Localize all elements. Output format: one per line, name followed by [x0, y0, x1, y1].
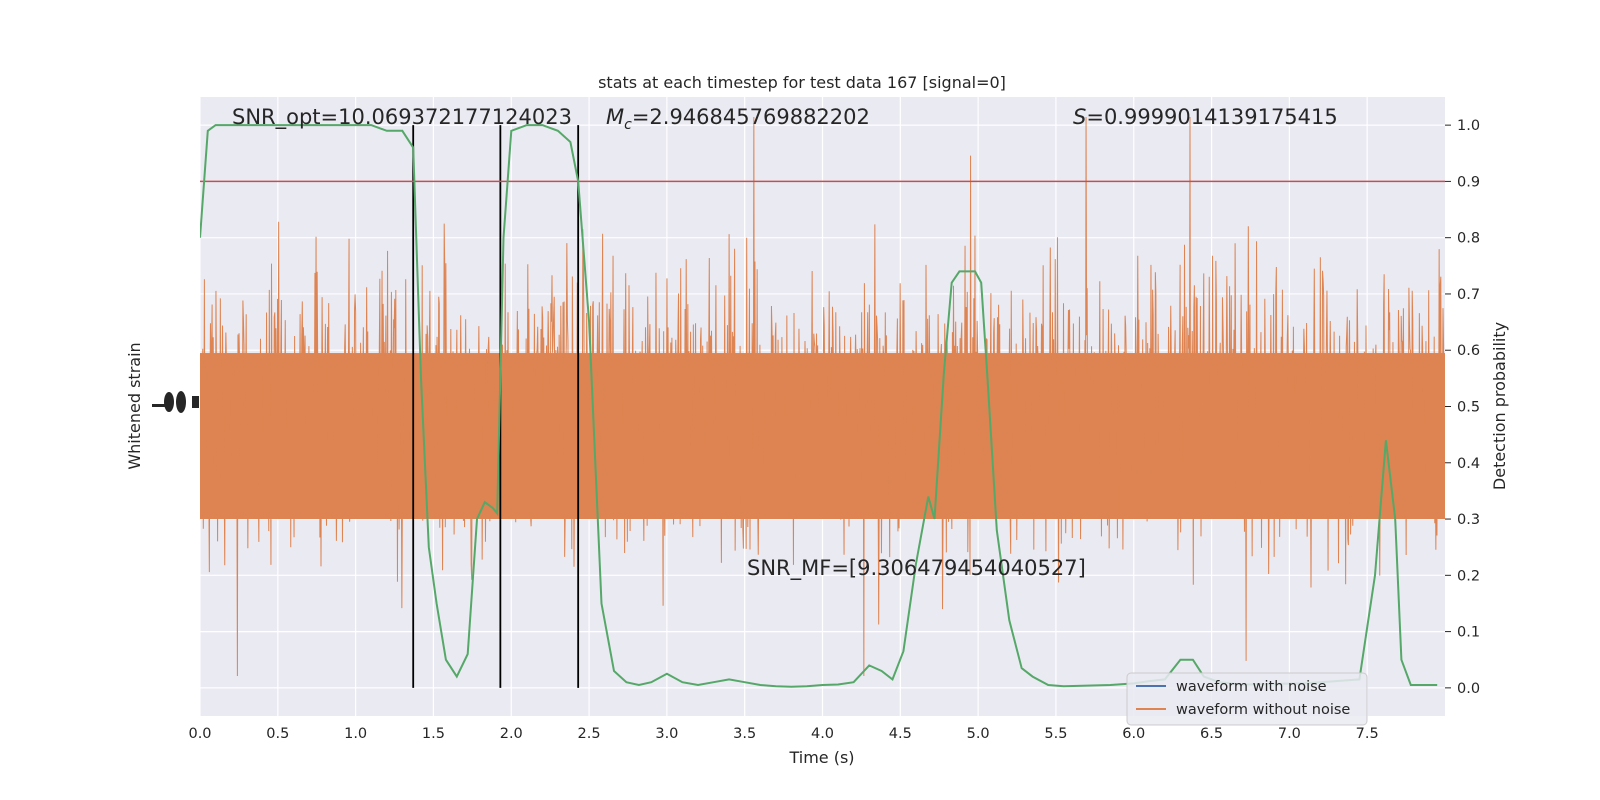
s-symbol: S — [1073, 105, 1086, 129]
legend-box — [1126, 672, 1368, 726]
x-tick-label: 0.0 — [188, 726, 211, 742]
chirp-mass-symbol: M — [606, 105, 624, 129]
x-tick-label: 2.0 — [500, 726, 523, 742]
x-tick-label: 1.5 — [422, 726, 445, 742]
legend-label-noise: waveform with noise — [1176, 679, 1327, 695]
x-tick-label: 2.5 — [578, 726, 601, 742]
y-tick-label: 0.3 — [1457, 512, 1480, 528]
y-tick-label: 0.1 — [1457, 625, 1480, 641]
y-tick-label: 0.0 — [1457, 681, 1480, 697]
strain-noise-trace — [200, 116, 1445, 677]
x-tick-label: 7.5 — [1356, 726, 1379, 742]
y-tick-label: 1.0 — [1457, 118, 1480, 134]
left-y-axis-label: Whitened strain — [125, 342, 144, 469]
x-ticks: 0.0 0.5 1.0 1.5 2.0 2.5 3.0 3.5 4.0 4.5 5.0 5.5 6.0 6… — [188, 726, 1378, 742]
x-tick-label: 6.5 — [1200, 726, 1223, 742]
snr-mf-annotation: SNR_MF=[9.306479454040527] — [747, 556, 1086, 581]
x-tick-label: 7.0 — [1278, 726, 1301, 742]
right-y-ticks: 0.0 0.1 0.2 0.3 0.4 0.5 0.6 0.7 0.8 0.9 1.0 — [1445, 118, 1480, 697]
chirp-mass-annotation: Mc=2.946845769882202 — [606, 105, 870, 133]
y-tick-label: 0.2 — [1457, 568, 1480, 584]
legend-label-clean: waveform without noise — [1176, 702, 1350, 718]
strain-trace — [200, 116, 1445, 677]
x-tick-label: 6.0 — [1122, 726, 1145, 742]
y-tick-label: 0.6 — [1457, 343, 1480, 359]
y-tick-label: 0.8 — [1457, 231, 1480, 247]
probability-line — [200, 124, 1438, 688]
snr-opt-annotation: SNR_opt=10.069372177124023 — [232, 105, 572, 130]
right-y-axis-label: Detection probability — [1490, 322, 1509, 490]
legend: waveform with noise waveform without noi… — [1126, 672, 1368, 726]
chart-title: stats at each timestep for test data 167… — [598, 73, 1006, 92]
y-tick-label: 0.5 — [1457, 400, 1480, 416]
x-tick-label: 3.5 — [733, 726, 756, 742]
y-tick-label: 0.7 — [1457, 287, 1480, 303]
left-axis-glitch — [152, 391, 199, 413]
s-annotation: S=0.9999014139175415 — [1073, 105, 1338, 129]
x-tick-label: 1.0 — [344, 726, 367, 742]
y-tick-label: 0.9 — [1457, 174, 1480, 190]
x-tick-label: 3.0 — [655, 726, 678, 742]
x-axis-label: Time (s) — [788, 748, 854, 767]
chirp-mass-value: =2.946845769882202 — [632, 105, 870, 129]
x-tick-label: 5.5 — [1044, 726, 1067, 742]
x-tick-label: 5.0 — [967, 726, 990, 742]
chirp-mass-subscript: c — [624, 117, 632, 133]
s-value: =0.9999014139175415 — [1086, 105, 1337, 129]
x-tick-label: 4.5 — [889, 726, 912, 742]
x-tick-label: 4.0 — [811, 726, 834, 742]
x-tick-label: 0.5 — [266, 726, 289, 742]
y-tick-label: 0.4 — [1457, 456, 1480, 472]
